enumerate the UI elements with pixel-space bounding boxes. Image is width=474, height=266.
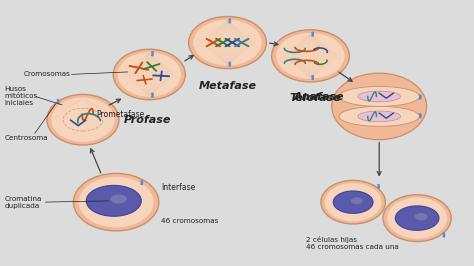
Ellipse shape: [339, 86, 419, 106]
Circle shape: [414, 213, 428, 220]
Text: Centrosoma: Centrosoma: [5, 135, 48, 141]
Ellipse shape: [47, 94, 119, 145]
Text: Telofase: Telofase: [289, 93, 341, 103]
Ellipse shape: [51, 97, 115, 142]
Circle shape: [86, 185, 141, 216]
Text: Cromosomas: Cromosomas: [24, 72, 71, 77]
Ellipse shape: [325, 183, 382, 221]
Circle shape: [351, 197, 363, 204]
Text: Anafase: Anafase: [294, 92, 345, 102]
Ellipse shape: [113, 49, 185, 100]
Ellipse shape: [358, 91, 401, 102]
Ellipse shape: [118, 52, 181, 97]
Circle shape: [110, 194, 127, 203]
Text: Husos
mitóticos
iniciales: Husos mitóticos iniciales: [5, 86, 38, 106]
Ellipse shape: [272, 30, 349, 82]
Text: 46 cromosomas: 46 cromosomas: [161, 218, 219, 224]
Text: Prometafase: Prometafase: [97, 110, 145, 119]
Text: Metafase: Metafase: [199, 81, 256, 91]
Ellipse shape: [332, 73, 427, 140]
Ellipse shape: [189, 16, 266, 69]
Ellipse shape: [79, 177, 154, 227]
Text: 2 células hijas
46 cromosomas cada una: 2 células hijas 46 cromosomas cada una: [306, 236, 399, 250]
Ellipse shape: [383, 195, 451, 242]
Ellipse shape: [339, 106, 419, 126]
Ellipse shape: [358, 111, 401, 122]
Circle shape: [395, 206, 439, 230]
Text: Interfase: Interfase: [161, 183, 195, 192]
Ellipse shape: [321, 180, 385, 224]
Circle shape: [333, 191, 373, 213]
Ellipse shape: [73, 173, 159, 231]
Text: Profase: Profase: [124, 115, 171, 125]
Ellipse shape: [276, 33, 345, 79]
Text: Cromatina
duplicada: Cromatina duplicada: [5, 196, 42, 209]
Ellipse shape: [387, 198, 447, 239]
Ellipse shape: [193, 20, 262, 65]
